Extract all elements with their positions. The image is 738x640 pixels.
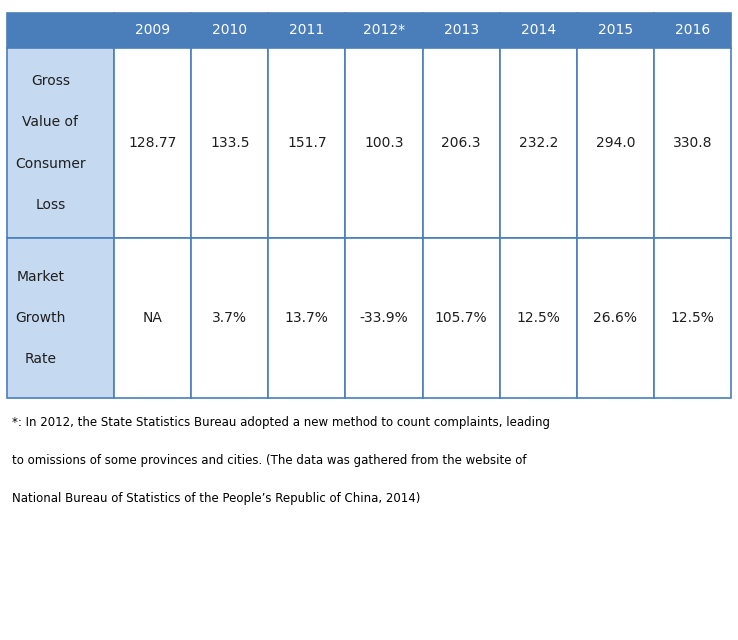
Bar: [191, 48, 268, 238]
Bar: [577, 238, 654, 398]
Text: 105.7%: 105.7%: [435, 311, 487, 325]
Bar: [114, 48, 191, 238]
Text: 206.3: 206.3: [441, 136, 481, 150]
Text: 232.2: 232.2: [519, 136, 558, 150]
Bar: [500, 48, 577, 238]
Text: 294.0: 294.0: [596, 136, 635, 150]
Text: National Bureau of Statistics of the People’s Republic of China, 2014): National Bureau of Statistics of the Peo…: [12, 492, 421, 505]
Text: 12.5%: 12.5%: [517, 311, 560, 325]
Text: 128.77: 128.77: [128, 136, 176, 150]
Bar: [345, 13, 422, 48]
Bar: [114, 13, 191, 48]
Text: 151.7: 151.7: [287, 136, 327, 150]
Bar: [654, 13, 731, 48]
Bar: [191, 13, 268, 48]
Bar: [422, 238, 500, 398]
Bar: [7, 13, 114, 48]
Text: 2013: 2013: [444, 24, 479, 38]
Text: Gross

Value of

Consumer

Loss: Gross Value of Consumer Loss: [15, 74, 86, 212]
Bar: [191, 238, 268, 398]
Bar: [345, 238, 422, 398]
Text: 2009: 2009: [135, 24, 170, 38]
Text: 2012*: 2012*: [363, 24, 405, 38]
Text: 2016: 2016: [675, 24, 710, 38]
Text: 330.8: 330.8: [673, 136, 712, 150]
Text: 100.3: 100.3: [364, 136, 404, 150]
Bar: [500, 238, 577, 398]
Bar: [577, 13, 654, 48]
Bar: [268, 238, 345, 398]
Bar: [345, 48, 422, 238]
Text: *: In 2012, the State Statistics Bureau adopted a new method to count complaints: *: In 2012, the State Statistics Bureau …: [12, 416, 550, 429]
Bar: [500, 13, 577, 48]
Text: 3.7%: 3.7%: [213, 311, 247, 325]
Bar: [422, 48, 500, 238]
Bar: [422, 13, 500, 48]
Text: to omissions of some provinces and cities. (The data was gathered from the websi: to omissions of some provinces and citie…: [12, 454, 526, 467]
Bar: [114, 238, 191, 398]
Bar: [654, 238, 731, 398]
Bar: [268, 48, 345, 238]
Text: 2015: 2015: [598, 24, 633, 38]
Bar: [577, 48, 654, 238]
Text: 133.5: 133.5: [210, 136, 249, 150]
Bar: [7, 238, 114, 398]
Text: 2011: 2011: [289, 24, 325, 38]
Text: 13.7%: 13.7%: [285, 311, 328, 325]
Text: -33.9%: -33.9%: [359, 311, 408, 325]
Text: 2014: 2014: [520, 24, 556, 38]
Text: Market

Growth

Rate: Market Growth Rate: [15, 270, 66, 366]
Bar: [654, 48, 731, 238]
Text: 12.5%: 12.5%: [671, 311, 714, 325]
Text: 26.6%: 26.6%: [593, 311, 638, 325]
Text: NA: NA: [142, 311, 162, 325]
Bar: [7, 48, 114, 238]
Text: 2010: 2010: [212, 24, 247, 38]
Bar: [268, 13, 345, 48]
